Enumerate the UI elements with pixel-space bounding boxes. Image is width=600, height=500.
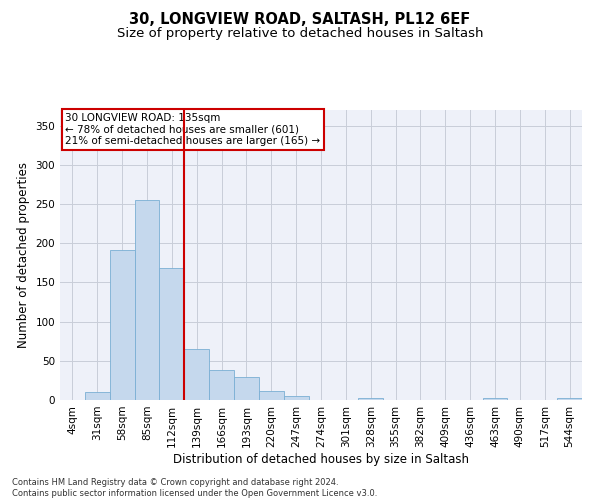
Bar: [184, 349, 209, 400]
Bar: [482, 398, 508, 400]
Bar: [160, 268, 184, 400]
Y-axis label: Number of detached properties: Number of detached properties: [17, 162, 30, 348]
Text: 30, LONGVIEW ROAD, SALTASH, PL12 6EF: 30, LONGVIEW ROAD, SALTASH, PL12 6EF: [130, 12, 470, 28]
Bar: [110, 250, 134, 400]
Bar: [234, 378, 259, 400]
Bar: [209, 370, 234, 400]
Bar: [358, 398, 383, 400]
X-axis label: Distribution of detached houses by size in Saltash: Distribution of detached houses by size …: [173, 452, 469, 466]
Bar: [85, 392, 110, 400]
Bar: [259, 392, 284, 400]
Bar: [284, 396, 308, 400]
Bar: [557, 398, 582, 400]
Bar: [134, 200, 160, 400]
Text: 30 LONGVIEW ROAD: 135sqm
← 78% of detached houses are smaller (601)
21% of semi-: 30 LONGVIEW ROAD: 135sqm ← 78% of detach…: [65, 113, 320, 146]
Text: Contains HM Land Registry data © Crown copyright and database right 2024.
Contai: Contains HM Land Registry data © Crown c…: [12, 478, 377, 498]
Text: Size of property relative to detached houses in Saltash: Size of property relative to detached ho…: [117, 28, 483, 40]
